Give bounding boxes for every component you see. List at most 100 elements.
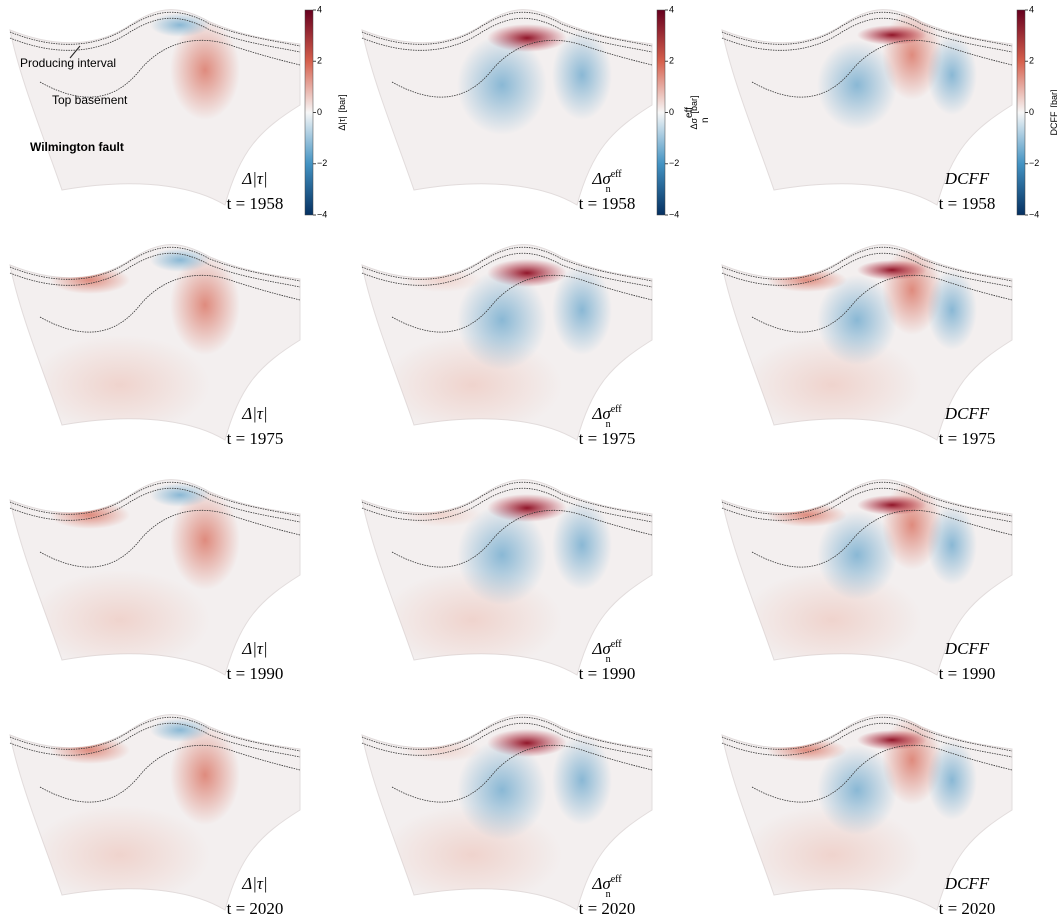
- colorbar-tick-label: 0: [317, 107, 322, 117]
- panel: Δ|τ| t = 2020: [10, 715, 300, 918]
- stress-blob: [927, 505, 977, 585]
- time-label: t = 1990: [579, 664, 636, 683]
- symbol-base: Δ|τ|: [241, 639, 267, 658]
- colorbar-tick-label: −4: [317, 209, 327, 219]
- stress-blob: [402, 738, 482, 762]
- stress-blob: [402, 268, 482, 292]
- stress-blob: [150, 13, 210, 37]
- symbol-base: DCFF: [944, 169, 990, 188]
- colorbar: −4 −2 0 2 4 Δ|τ| [bar]: [305, 4, 347, 219]
- symbol-sup: eff: [611, 874, 623, 885]
- colorbar-tick-label: 2: [1029, 56, 1034, 66]
- panel: DCFF t = 1975: [722, 245, 1012, 448]
- colorbar-ramp: [657, 10, 665, 215]
- panel: Δσeffnt = 1975: [362, 245, 652, 448]
- time-label: t = 2020: [227, 899, 284, 918]
- colorbar-tick-label: 0: [669, 107, 674, 117]
- time-label: t = 1958: [227, 194, 284, 213]
- symbol-base: DCFF: [944, 874, 990, 893]
- colorbar-tick-label: −4: [1029, 209, 1039, 219]
- stress-blob: [50, 736, 130, 764]
- quantity-label: DCFF: [944, 169, 990, 188]
- quantity-label: DCFF: [944, 639, 990, 658]
- quantity-label: Δ|τ|: [241, 169, 267, 188]
- colorbar-tick-label: −2: [317, 158, 327, 168]
- time-label: t = 1975: [939, 429, 996, 448]
- stress-blob: [767, 738, 847, 762]
- stress-blob: [457, 35, 547, 135]
- stress-blob: [30, 335, 210, 435]
- annotation: Top basement: [52, 93, 128, 107]
- annotation: Producing interval: [20, 56, 116, 70]
- quantity-label: Δ|τ| [bar]: [337, 94, 347, 130]
- stress-blob: [817, 40, 897, 130]
- stress-blob: [30, 805, 210, 905]
- symbol-sup: eff: [611, 169, 623, 180]
- colorbar-tick-label: −2: [1029, 158, 1039, 168]
- colorbar-tick-label: 4: [317, 4, 322, 14]
- symbol-sub: n: [700, 117, 711, 123]
- time-label: t = 1975: [579, 429, 636, 448]
- symbol-base: Δ|τ|: [337, 116, 347, 130]
- colorbar-tick-label: 2: [669, 56, 674, 66]
- colorbar-tick-label: −4: [669, 209, 679, 219]
- unit: [bar]: [1049, 89, 1057, 107]
- stress-blob: [150, 248, 210, 272]
- time-label: t = 1990: [227, 664, 284, 683]
- time-label: t = 1975: [227, 429, 284, 448]
- stress-blob: [402, 503, 482, 527]
- stress-blob: [767, 503, 847, 527]
- panel: Δσeffnt = 1958−4−2024Δσeffn[bar]: [362, 4, 711, 219]
- quantity-label: Δσeffn[bar]: [684, 95, 711, 129]
- colorbar-tick-label: 4: [669, 4, 674, 14]
- fault-name: Wilmington fault: [30, 140, 124, 154]
- stress-blob: [150, 483, 210, 507]
- colorbar-label: Δσeffn[bar]: [684, 95, 711, 129]
- panel: Δ|τ| t = 1990: [10, 480, 300, 683]
- colorbar-tick-label: 0: [1029, 107, 1034, 117]
- symbol-base: Δ|τ|: [241, 874, 267, 893]
- stress-blob: [927, 35, 977, 115]
- unit: [bar]: [337, 94, 347, 112]
- colorbar-ramp: [305, 10, 313, 215]
- panel: Δ|τ| t = 1975: [10, 245, 300, 448]
- colorbar-tick-label: 4: [1029, 4, 1034, 14]
- panel: Δ|τ| t = 1958 −4 −2 0 2 4 Δ|τ| [bar] Producing in…: [10, 4, 347, 219]
- time-label: t = 2020: [579, 899, 636, 918]
- symbol-base: DCFF: [944, 639, 990, 658]
- colorbar-ramp: [1017, 10, 1025, 215]
- colorbar: −4 −2 0 2 4 DCFF[bar]: [1017, 4, 1057, 219]
- symbol-sup: eff: [611, 404, 623, 415]
- stress-blob: [927, 270, 977, 350]
- time-label: t = 1958: [939, 194, 996, 213]
- stress-blob: [552, 265, 612, 355]
- symbol-base: Δσ: [689, 118, 699, 130]
- quantity-label: DCFF[bar]: [1049, 89, 1057, 135]
- stress-blob: [552, 735, 612, 825]
- stress-blob: [767, 268, 847, 292]
- colorbar-tick-label: −2: [669, 158, 679, 168]
- quantity-label: DCFF: [944, 404, 990, 423]
- unit: [bar]: [689, 95, 699, 113]
- quantity-label: Δ|τ|: [241, 874, 267, 893]
- quantity-label: DCFF: [944, 874, 990, 893]
- stress-blob: [552, 500, 612, 590]
- quantity-label: Δ|τ|: [241, 404, 267, 423]
- stress-blob: [50, 266, 130, 294]
- quantity-label: Δσeffn: [591, 639, 622, 666]
- panel: DCFF t = 1958 −4 −2 0 2 4 DCFF[bar]: [722, 4, 1057, 219]
- time-label: t = 1958: [579, 194, 636, 213]
- colorbar-tick-label: 2: [317, 56, 322, 66]
- symbol-base: Δ|τ|: [241, 169, 267, 188]
- figure: Δ|τ| t = 1958 −4 −2 0 2 4 Δ|τ| [bar] Producing in…: [0, 0, 1057, 918]
- symbol-base: Δ|τ|: [241, 404, 267, 423]
- quantity-label: Δ|τ|: [241, 639, 267, 658]
- stress-blob: [30, 570, 210, 670]
